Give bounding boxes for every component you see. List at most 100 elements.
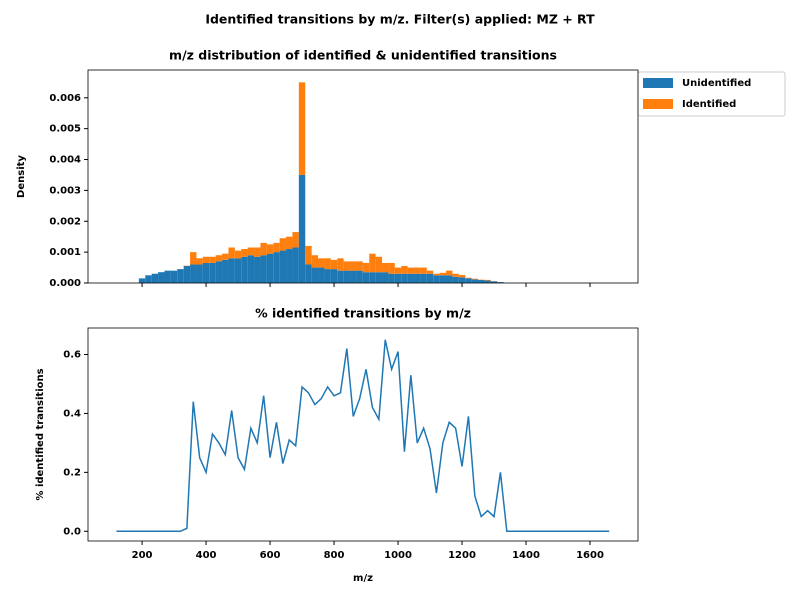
histogram-bar — [228, 258, 235, 283]
histogram-bar — [426, 270, 434, 274]
histogram-bar — [337, 270, 344, 283]
histogram-bar — [394, 273, 402, 283]
histogram-bar — [375, 272, 383, 283]
figure-title: Identified transitions by m/z. Filter(s)… — [205, 12, 595, 27]
chart-title: m/z distribution of identified & unident… — [169, 48, 557, 63]
x-tick-label: 1200 — [448, 550, 476, 561]
histogram-bar — [356, 270, 363, 283]
legend-swatch — [643, 99, 673, 109]
histogram-bar — [222, 253, 229, 260]
histogram-bar — [177, 269, 184, 283]
histogram-bar — [330, 269, 338, 283]
histogram-bar — [145, 275, 152, 283]
histogram-bar — [260, 242, 267, 256]
histogram-bar — [215, 261, 223, 283]
histogram-bar — [190, 252, 197, 265]
y-tick-label: 0.006 — [49, 93, 81, 104]
histogram-bar — [228, 247, 235, 259]
histogram-bar — [369, 253, 376, 273]
histogram-bar — [215, 255, 223, 262]
histogram-bar — [234, 258, 242, 283]
histogram-bar — [241, 249, 248, 257]
histogram-bar — [420, 267, 427, 274]
histogram-bar — [279, 250, 287, 283]
y-tick-label: 0.004 — [49, 155, 81, 166]
histogram-bar — [382, 272, 389, 283]
y-tick-label: 0.0 — [63, 526, 81, 537]
histogram-bar — [273, 242, 280, 253]
x-tick-label: 600 — [260, 550, 281, 561]
histogram-bar — [484, 280, 491, 283]
histogram-bar — [433, 275, 440, 283]
legend-swatch — [643, 78, 673, 88]
histogram-bar — [330, 259, 338, 270]
histogram-bar — [458, 277, 466, 283]
histogram-bar — [388, 273, 395, 283]
histogram-bar — [446, 275, 453, 283]
histogram-bar — [158, 272, 165, 283]
histogram-bar — [375, 256, 383, 273]
histogram-bar — [234, 250, 242, 259]
histogram-bar — [471, 278, 479, 280]
histogram-bar — [388, 262, 395, 274]
histogram-bar — [254, 256, 261, 283]
y-tick-label: 0.000 — [49, 278, 81, 289]
histogram-bar — [247, 255, 255, 283]
histogram-bar — [452, 276, 459, 283]
histogram-bar — [311, 267, 319, 283]
histogram-bar — [350, 270, 357, 283]
histogram-bar — [458, 274, 466, 278]
histogram-bar — [305, 264, 312, 283]
histogram-bar — [452, 273, 459, 277]
y-tick-label: 0.4 — [63, 408, 81, 419]
histogram-bar — [292, 232, 299, 248]
histogram-bar — [318, 258, 325, 268]
histogram-bar — [414, 273, 421, 283]
histogram-bar — [407, 267, 415, 274]
histogram-bar — [318, 267, 325, 283]
histogram-bar — [324, 269, 331, 283]
chart-title: % identified transitions by m/z — [255, 306, 471, 321]
histogram-bar — [151, 273, 159, 283]
y-axis-label: % identified transitions — [35, 368, 46, 500]
histogram-bar — [202, 256, 210, 263]
legend-label: Identified — [682, 99, 736, 110]
x-tick-label: 200 — [132, 550, 153, 561]
histogram-bar — [202, 262, 210, 283]
histogram-bar — [324, 258, 331, 270]
histogram-bar — [401, 266, 408, 274]
histogram-bar — [362, 262, 370, 273]
histogram-bar — [414, 267, 421, 274]
histogram-bar — [266, 244, 274, 254]
y-tick-label: 0.001 — [49, 247, 81, 258]
y-axis-label: Density — [16, 155, 27, 198]
histogram-bar — [439, 272, 447, 276]
histogram-bar — [164, 270, 171, 283]
histogram-bar — [209, 262, 216, 283]
histogram-bar — [286, 249, 293, 283]
histogram-bar — [196, 264, 203, 283]
histogram-bar — [292, 247, 299, 283]
x-tick-label: 800 — [324, 550, 345, 561]
x-tick-label: 1000 — [384, 550, 412, 561]
histogram-bar — [407, 273, 415, 283]
x-tick-label: 1600 — [576, 550, 604, 561]
histogram-bar — [196, 258, 203, 265]
histogram-bar — [279, 238, 287, 251]
histogram-bar — [446, 270, 453, 276]
histogram-bar — [170, 270, 178, 283]
legend-label: Unidentified — [682, 78, 751, 89]
y-tick-label: 0.003 — [49, 185, 81, 196]
histogram-bar — [222, 259, 229, 283]
histogram-bar — [241, 256, 248, 283]
histogram-bar — [286, 236, 293, 250]
histogram-bar — [471, 279, 479, 283]
histogram-bar — [369, 272, 376, 283]
histogram-bar — [298, 82, 306, 175]
histogram-bar — [426, 273, 434, 283]
histogram-bar — [138, 278, 146, 283]
histogram-bar — [260, 255, 267, 283]
histogram-bar — [362, 272, 370, 283]
histogram-bar — [478, 279, 485, 283]
